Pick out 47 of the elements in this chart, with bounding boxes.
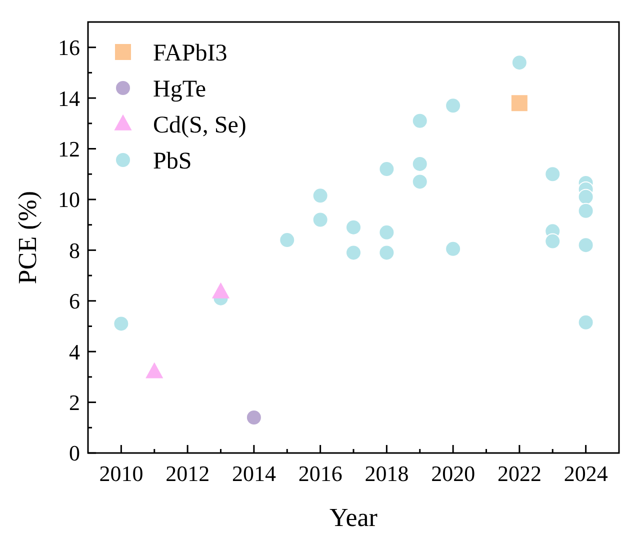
- legend-label: HgTe: [153, 76, 206, 102]
- point: [578, 314, 594, 330]
- legend-label: PbS: [153, 148, 192, 174]
- y-axis-title: PCE (%): [13, 190, 42, 284]
- y-tick-label: 14: [58, 86, 80, 111]
- point: [412, 112, 428, 129]
- x-tick-label: 2020: [431, 461, 476, 486]
- point: [378, 224, 395, 240]
- point: [279, 232, 296, 248]
- point: [346, 244, 362, 261]
- point: [412, 156, 428, 172]
- x-tick-label: 2022: [497, 461, 542, 486]
- point: [578, 188, 594, 205]
- point: [146, 362, 164, 378]
- point: [445, 240, 462, 257]
- point: [378, 161, 395, 178]
- x-tick-label: 2024: [564, 461, 608, 486]
- point: [412, 174, 428, 190]
- point: [113, 316, 130, 332]
- point: [246, 410, 262, 426]
- y-tick-label: 2: [69, 390, 80, 415]
- x-tick-label: 2014: [232, 461, 276, 486]
- x-tick-label: 2012: [166, 461, 210, 486]
- point: [511, 54, 528, 71]
- point: [346, 219, 362, 236]
- x-tick-label: 2018: [364, 461, 409, 486]
- point: [378, 244, 395, 261]
- y-tick-label: 0: [69, 440, 80, 466]
- point: [312, 188, 328, 204]
- point: [312, 212, 328, 228]
- legend-label: Cd(S, Se): [153, 112, 246, 138]
- y-tick-label: 10: [58, 187, 80, 212]
- point: [544, 166, 561, 182]
- x-tick-label: 2016: [298, 461, 342, 486]
- y-tick-label: 4: [69, 339, 80, 364]
- y-tick-label: 8: [69, 238, 80, 263]
- point: [445, 98, 462, 114]
- x-tick-label: 2010: [99, 461, 144, 486]
- y-tick-label: 16: [58, 35, 80, 60]
- point: [578, 202, 594, 219]
- legend-label: FAPbI3: [153, 40, 228, 66]
- point: [511, 95, 528, 112]
- y-tick-label: 6: [69, 288, 80, 314]
- point: [578, 237, 594, 254]
- point: [544, 233, 561, 250]
- x-axis-title: Year: [330, 503, 378, 532]
- y-tick-label: 12: [58, 136, 80, 162]
